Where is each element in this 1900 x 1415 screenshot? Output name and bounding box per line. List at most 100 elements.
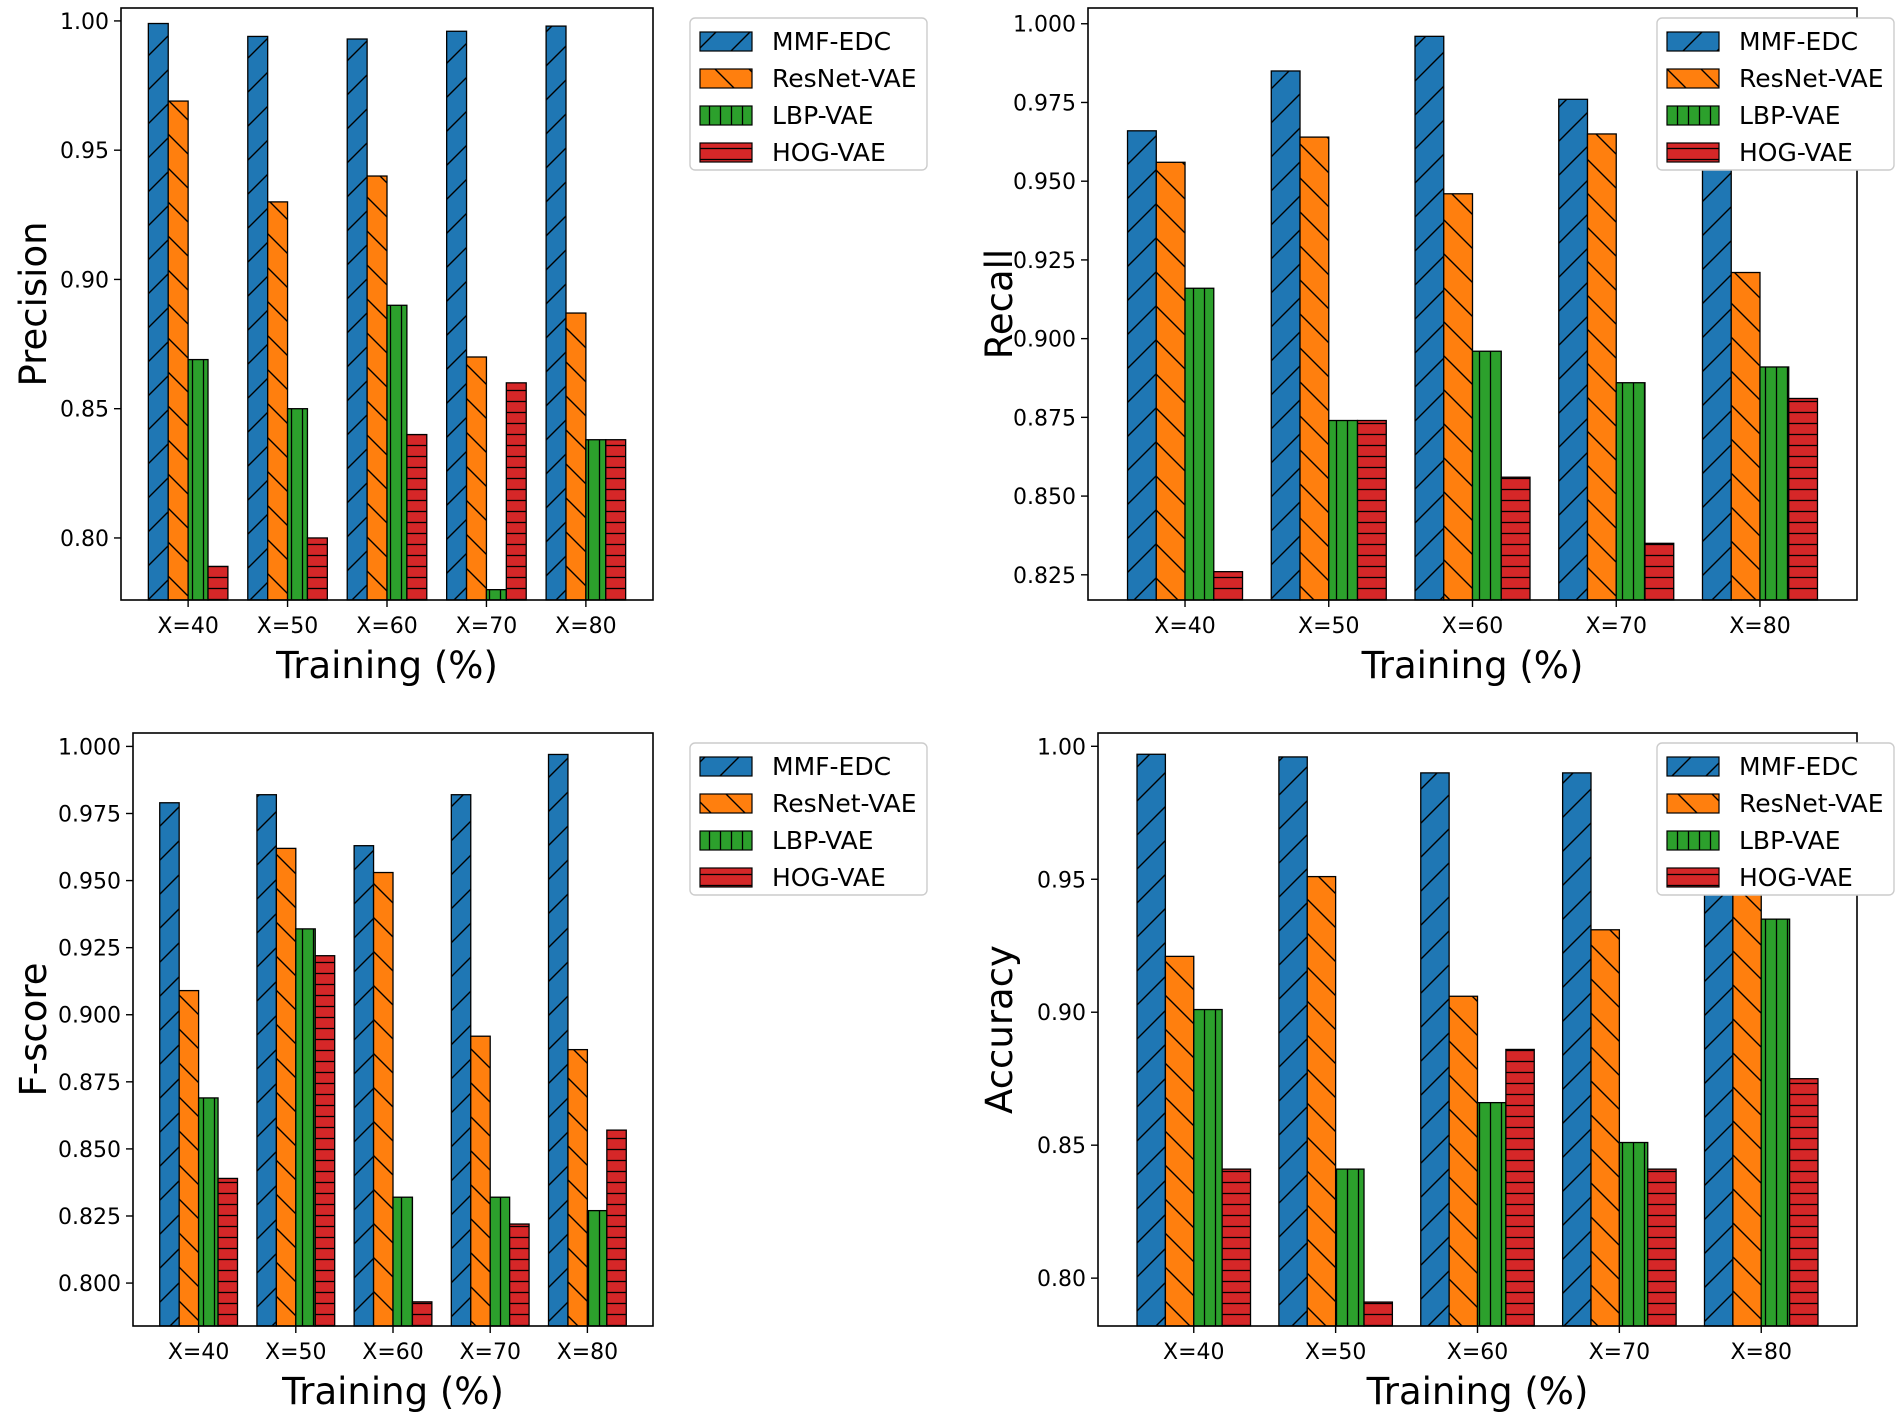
bar-resnet-vae-x50	[1306, 875, 1337, 1327]
bar-hog-vae-x60	[406, 433, 428, 601]
y-tick-label: 0.80	[1037, 1267, 1086, 1292]
legend-label: HOG-VAE	[1739, 863, 1853, 892]
y-tick-label: 0.85	[1037, 1134, 1086, 1159]
y-tick-label: 0.95	[60, 139, 109, 164]
x-tick-label: X=70	[1589, 1340, 1651, 1365]
bar-mmf-edc-x70	[446, 30, 468, 601]
bar-hog-vae-x60	[1505, 1048, 1535, 1327]
bar-hog-vae-x80	[605, 439, 627, 601]
x-tick-label: X=80	[1729, 614, 1791, 639]
x-axis-label: Training (%)	[281, 1370, 504, 1413]
legend-label: MMF-EDC	[1739, 752, 1858, 781]
y-tick-label: 0.975	[58, 802, 121, 827]
x-axis-label: Training (%)	[1366, 1370, 1589, 1413]
bar-mmf-edc-x60	[1420, 772, 1450, 1327]
y-axis-label: Accuracy	[978, 945, 1021, 1114]
legend-label: MMF-EDC	[772, 752, 891, 781]
y-tick-label: 0.825	[58, 1205, 121, 1230]
bar-resnet-vae-x40	[178, 989, 200, 1327]
x-tick-label: X=40	[1163, 1340, 1225, 1365]
y-tick-label: 0.90	[1037, 1001, 1086, 1026]
legend-item-lbp-vae: LBP-VAE	[699, 826, 874, 855]
bar-resnet-vae-x40	[1164, 955, 1195, 1327]
y-tick-label: 0.95	[1037, 868, 1086, 893]
bar-hog-vae-x80	[1788, 1078, 1819, 1327]
x-tick-label: X=70	[459, 1340, 521, 1365]
legend-item-hog-vae: HOG-VAE	[699, 138, 886, 167]
legend-label: ResNet-VAE	[772, 789, 917, 818]
bar-resnet-vae-x40	[167, 100, 189, 601]
legend-label: MMF-EDC	[1739, 27, 1858, 56]
y-tick-label: 0.850	[58, 1138, 121, 1163]
legend-item-lbp-vae: LBP-VAE	[699, 101, 874, 130]
legend-label: ResNet-VAE	[1739, 64, 1884, 93]
bar-lbp-vae-x40	[1193, 1008, 1223, 1327]
bar-hog-vae-x40	[1221, 1168, 1252, 1327]
x-tick-label: X=50	[1305, 1340, 1367, 1365]
bar-mmf-edc-x50	[1278, 756, 1308, 1327]
legend-label: LBP-VAE	[772, 101, 874, 130]
bar-lbp-vae-x60	[1471, 350, 1502, 601]
bar-lbp-vae-x50	[286, 408, 309, 601]
y-tick-label: 0.900	[58, 1004, 121, 1029]
bar-hog-vae-x80	[606, 1129, 627, 1327]
y-tick-label: 0.925	[1013, 249, 1076, 274]
bar-resnet-vae-x80	[567, 1048, 589, 1327]
y-tick-label: 1.000	[58, 735, 121, 760]
bar-mmf-edc-x80	[545, 25, 567, 601]
bar-resnet-vae-x60	[366, 175, 388, 601]
bar-mmf-edc-x50	[1270, 70, 1301, 601]
bar-resnet-vae-x70	[465, 356, 488, 601]
bar-mmf-edc-x70	[1558, 98, 1589, 601]
bar-hog-vae-x50	[1356, 419, 1387, 601]
legend-item-resnet-vae: ResNet-VAE	[699, 64, 917, 93]
legend-item-mmf-edc: MMF-EDC	[699, 27, 891, 56]
x-tick-label: X=80	[555, 614, 617, 639]
x-tick-label: X=50	[265, 1340, 327, 1365]
y-tick-label: 0.900	[1013, 328, 1076, 353]
y-tick-label: 0.950	[1013, 170, 1076, 195]
bar-mmf-edc-x50	[256, 794, 278, 1327]
bar-resnet-vae-x70	[470, 1035, 491, 1327]
legend-label: HOG-VAE	[772, 863, 886, 892]
bar-lbp-vae-x40	[197, 1097, 219, 1327]
bar-hog-vae-x50	[1363, 1301, 1394, 1327]
y-tick-label: 1.00	[1037, 735, 1086, 760]
y-tick-label: 1.000	[1013, 13, 1076, 38]
x-tick-label: X=50	[257, 614, 319, 639]
legend-label: HOG-VAE	[1739, 138, 1853, 167]
bar-lbp-vae-x60	[1476, 1101, 1507, 1327]
y-tick-label: 0.825	[1013, 564, 1076, 589]
y-tick-label: 0.875	[58, 1071, 121, 1096]
bar-resnet-vae-x40	[1155, 161, 1186, 601]
y-axis-label: Recall	[978, 249, 1021, 359]
x-tick-label: X=70	[456, 614, 518, 639]
legend-item-mmf-edc: MMF-EDC	[1666, 752, 1858, 781]
bar-resnet-vae-x80	[1730, 271, 1761, 601]
legend-item-hog-vae: HOG-VAE	[699, 863, 886, 892]
bar-lbp-vae-x70	[489, 1196, 511, 1327]
bar-resnet-vae-x60	[1448, 995, 1479, 1327]
bar-hog-vae-x70	[508, 1223, 530, 1327]
bar-lbp-vae-x50	[295, 928, 316, 1327]
legend-label: MMF-EDC	[772, 27, 891, 56]
bar-resnet-vae-x60	[372, 871, 394, 1327]
legend: MMF-EDC ResNet-VAE LBP-VAE HOG-VAE	[1656, 742, 1895, 896]
y-tick-label: 0.800	[58, 1272, 121, 1297]
x-tick-label: X=70	[1585, 614, 1647, 639]
chart-panel-f-score: 0.800 0.825 0.850 0.875 0.900 0.925 0.950 0.975…	[12, 732, 928, 1413]
bar-lbp-vae-x60	[386, 304, 408, 601]
x-tick-label: X=40	[157, 614, 219, 639]
bar-hog-vae-x40	[207, 565, 229, 601]
y-tick-label: 1.00	[60, 10, 109, 35]
y-tick-label: 0.875	[1013, 406, 1076, 431]
x-tick-label: X=60	[362, 1340, 424, 1365]
legend-item-resnet-vae: ResNet-VAE	[1666, 789, 1884, 818]
y-tick-label: 0.975	[1013, 91, 1076, 116]
bar-lbp-vae-x70	[485, 589, 507, 601]
x-tick-label: X=40	[168, 1340, 230, 1365]
bar-hog-vae-x80	[1788, 397, 1819, 601]
bar-lbp-vae-x60	[392, 1196, 414, 1327]
legend: MMF-EDC ResNet-VAE LBP-VAE HOG-VAE	[689, 17, 928, 171]
bar-resnet-vae-x50	[1299, 136, 1330, 601]
